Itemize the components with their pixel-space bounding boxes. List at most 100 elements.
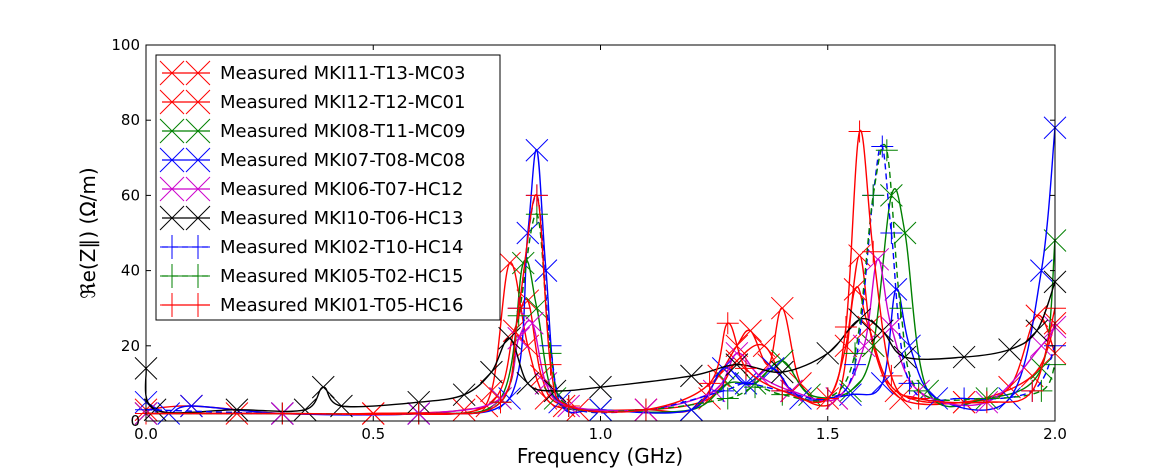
legend-label: Measured MKI02-T10-HC14 xyxy=(220,237,463,258)
legend-marker xyxy=(159,176,185,202)
data-point xyxy=(893,345,917,369)
data-point xyxy=(716,312,739,335)
data-point xyxy=(952,345,976,369)
legend-entry: Measured MKI08-T11-MC09 xyxy=(159,118,465,144)
legend-label: Measured MKI12-T12-MC01 xyxy=(220,92,465,113)
legend-entry: Measured MKI12-T12-MC01 xyxy=(159,89,465,115)
data-point xyxy=(311,375,335,399)
legend-marker xyxy=(160,293,184,317)
legend-box xyxy=(155,54,501,321)
legend-label: Measured MKI01-T05-HC16 xyxy=(220,295,463,316)
data-point xyxy=(734,357,757,380)
data-point xyxy=(816,387,839,410)
data-point xyxy=(834,316,857,338)
data-point xyxy=(816,341,840,365)
x-tick-label: 1.0 xyxy=(589,425,613,443)
x-tick-label: 0.0 xyxy=(134,425,158,443)
legend-entry: Measured MKI07-T08-MC08 xyxy=(159,147,465,173)
legend-marker xyxy=(186,264,210,288)
data-point xyxy=(725,353,749,376)
legend-marker xyxy=(185,60,211,86)
legend-marker xyxy=(186,293,210,317)
data-point xyxy=(843,278,867,301)
data-point xyxy=(975,391,998,414)
legend-entry: Measured MKI06-T07-HC12 xyxy=(159,176,463,202)
legend-label: Measured MKI11-T13-MC03 xyxy=(220,63,465,84)
series-layer xyxy=(134,116,1067,425)
y-tick-label: 100 xyxy=(111,36,140,54)
legend-marker xyxy=(159,60,185,86)
data-point xyxy=(407,390,431,414)
data-point xyxy=(293,398,317,422)
data-point xyxy=(848,120,871,143)
legend-marker xyxy=(186,235,210,259)
data-point xyxy=(839,379,862,403)
series-5 xyxy=(134,270,1067,422)
x-tick-label: 2.0 xyxy=(1043,425,1067,443)
data-point xyxy=(889,297,912,320)
y-tick-label: 20 xyxy=(121,337,140,355)
y-tick-label: 80 xyxy=(121,111,140,129)
data-point xyxy=(898,334,921,358)
data-point xyxy=(770,296,794,320)
data-point xyxy=(225,398,249,422)
legend-label: Measured MKI05-T02-HC15 xyxy=(220,266,463,287)
data-point xyxy=(634,398,657,421)
legend-marker xyxy=(185,205,211,231)
data-point xyxy=(875,139,898,162)
data-point xyxy=(953,387,976,410)
data-point xyxy=(998,387,1021,410)
y-tick-label: 40 xyxy=(121,262,140,280)
legend-entry: Measured MKI11-T13-MC03 xyxy=(159,60,465,86)
data-point xyxy=(525,138,549,162)
data-point xyxy=(1025,319,1049,343)
data-point xyxy=(839,383,862,407)
legend-marker xyxy=(159,147,185,173)
data-point xyxy=(725,341,749,365)
legend-marker xyxy=(185,176,211,202)
data-point xyxy=(880,364,903,387)
data-point xyxy=(739,319,762,343)
legend-entry: Measured MKI10-T06-HC13 xyxy=(159,205,463,231)
series-line xyxy=(146,143,1056,416)
data-point xyxy=(452,383,476,407)
data-point xyxy=(498,387,521,410)
ticks-layer: 0.0 0.5 1.0 1.5 2.0 0 20 40 60 80 100 xyxy=(111,36,1067,443)
data-point xyxy=(516,372,540,395)
data-point xyxy=(862,240,885,263)
legend-marker xyxy=(185,118,211,144)
data-point xyxy=(480,360,503,384)
legend-label: Measured MKI07-T08-MC08 xyxy=(220,150,465,171)
data-point xyxy=(711,357,735,380)
data-point xyxy=(761,357,785,380)
legend-marker xyxy=(159,205,185,231)
legend-entry: Measured MKI02-T10-HC14 xyxy=(160,235,463,259)
data-point xyxy=(744,376,767,399)
x-tick-label: 1.5 xyxy=(816,425,840,443)
data-point xyxy=(752,334,776,358)
legend-label: Measured MKI08-T11-MC09 xyxy=(220,121,465,142)
legend: Measured MKI11-T13-MC03 Measured MKI12-T1… xyxy=(155,54,501,321)
legend-marker xyxy=(160,264,184,288)
legend-marker xyxy=(185,147,211,173)
data-point xyxy=(907,387,930,410)
data-point xyxy=(1030,259,1053,282)
legend-marker xyxy=(160,235,184,259)
legend-entry: Measured MKI05-T02-HC15 xyxy=(160,264,463,288)
series-8 xyxy=(135,120,1066,425)
data-point xyxy=(1021,379,1044,402)
data-point xyxy=(771,379,794,402)
x-axis-label: Frequency (GHz) xyxy=(517,444,683,468)
data-point xyxy=(698,372,721,395)
data-point xyxy=(507,297,530,320)
data-point xyxy=(770,360,794,384)
data-point xyxy=(511,251,535,275)
data-point xyxy=(525,184,548,207)
data-point xyxy=(870,319,894,343)
legend-label: Measured MKI10-T06-HC13 xyxy=(220,208,463,229)
data-point xyxy=(489,391,512,414)
data-point xyxy=(539,353,562,376)
data-point xyxy=(557,394,580,417)
legend-marker xyxy=(159,89,185,115)
